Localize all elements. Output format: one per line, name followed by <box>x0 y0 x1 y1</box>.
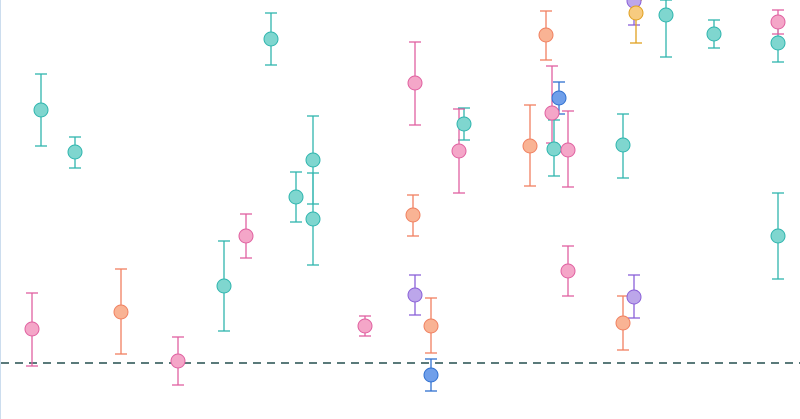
point <box>24 321 40 337</box>
point <box>615 315 631 331</box>
point <box>423 318 439 334</box>
point <box>628 5 644 21</box>
point <box>305 211 321 227</box>
point <box>615 137 631 153</box>
point <box>238 228 254 244</box>
point <box>560 263 576 279</box>
point <box>522 138 538 154</box>
point <box>538 27 554 43</box>
point <box>405 207 421 223</box>
point <box>456 116 472 132</box>
point <box>170 353 186 369</box>
point <box>451 143 467 159</box>
point <box>546 141 562 157</box>
point <box>263 31 279 47</box>
point <box>305 152 321 168</box>
point <box>113 304 129 320</box>
point <box>67 144 83 160</box>
point <box>216 278 232 294</box>
point <box>357 318 373 334</box>
point <box>544 105 560 121</box>
point <box>770 35 786 51</box>
point <box>706 26 722 42</box>
point <box>423 367 439 383</box>
point <box>626 289 642 305</box>
point <box>770 14 786 30</box>
point <box>288 189 304 205</box>
point <box>407 75 423 91</box>
point <box>407 287 423 303</box>
point <box>551 90 567 106</box>
point <box>658 7 674 23</box>
point <box>560 142 576 158</box>
point <box>33 102 49 118</box>
point <box>770 228 786 244</box>
